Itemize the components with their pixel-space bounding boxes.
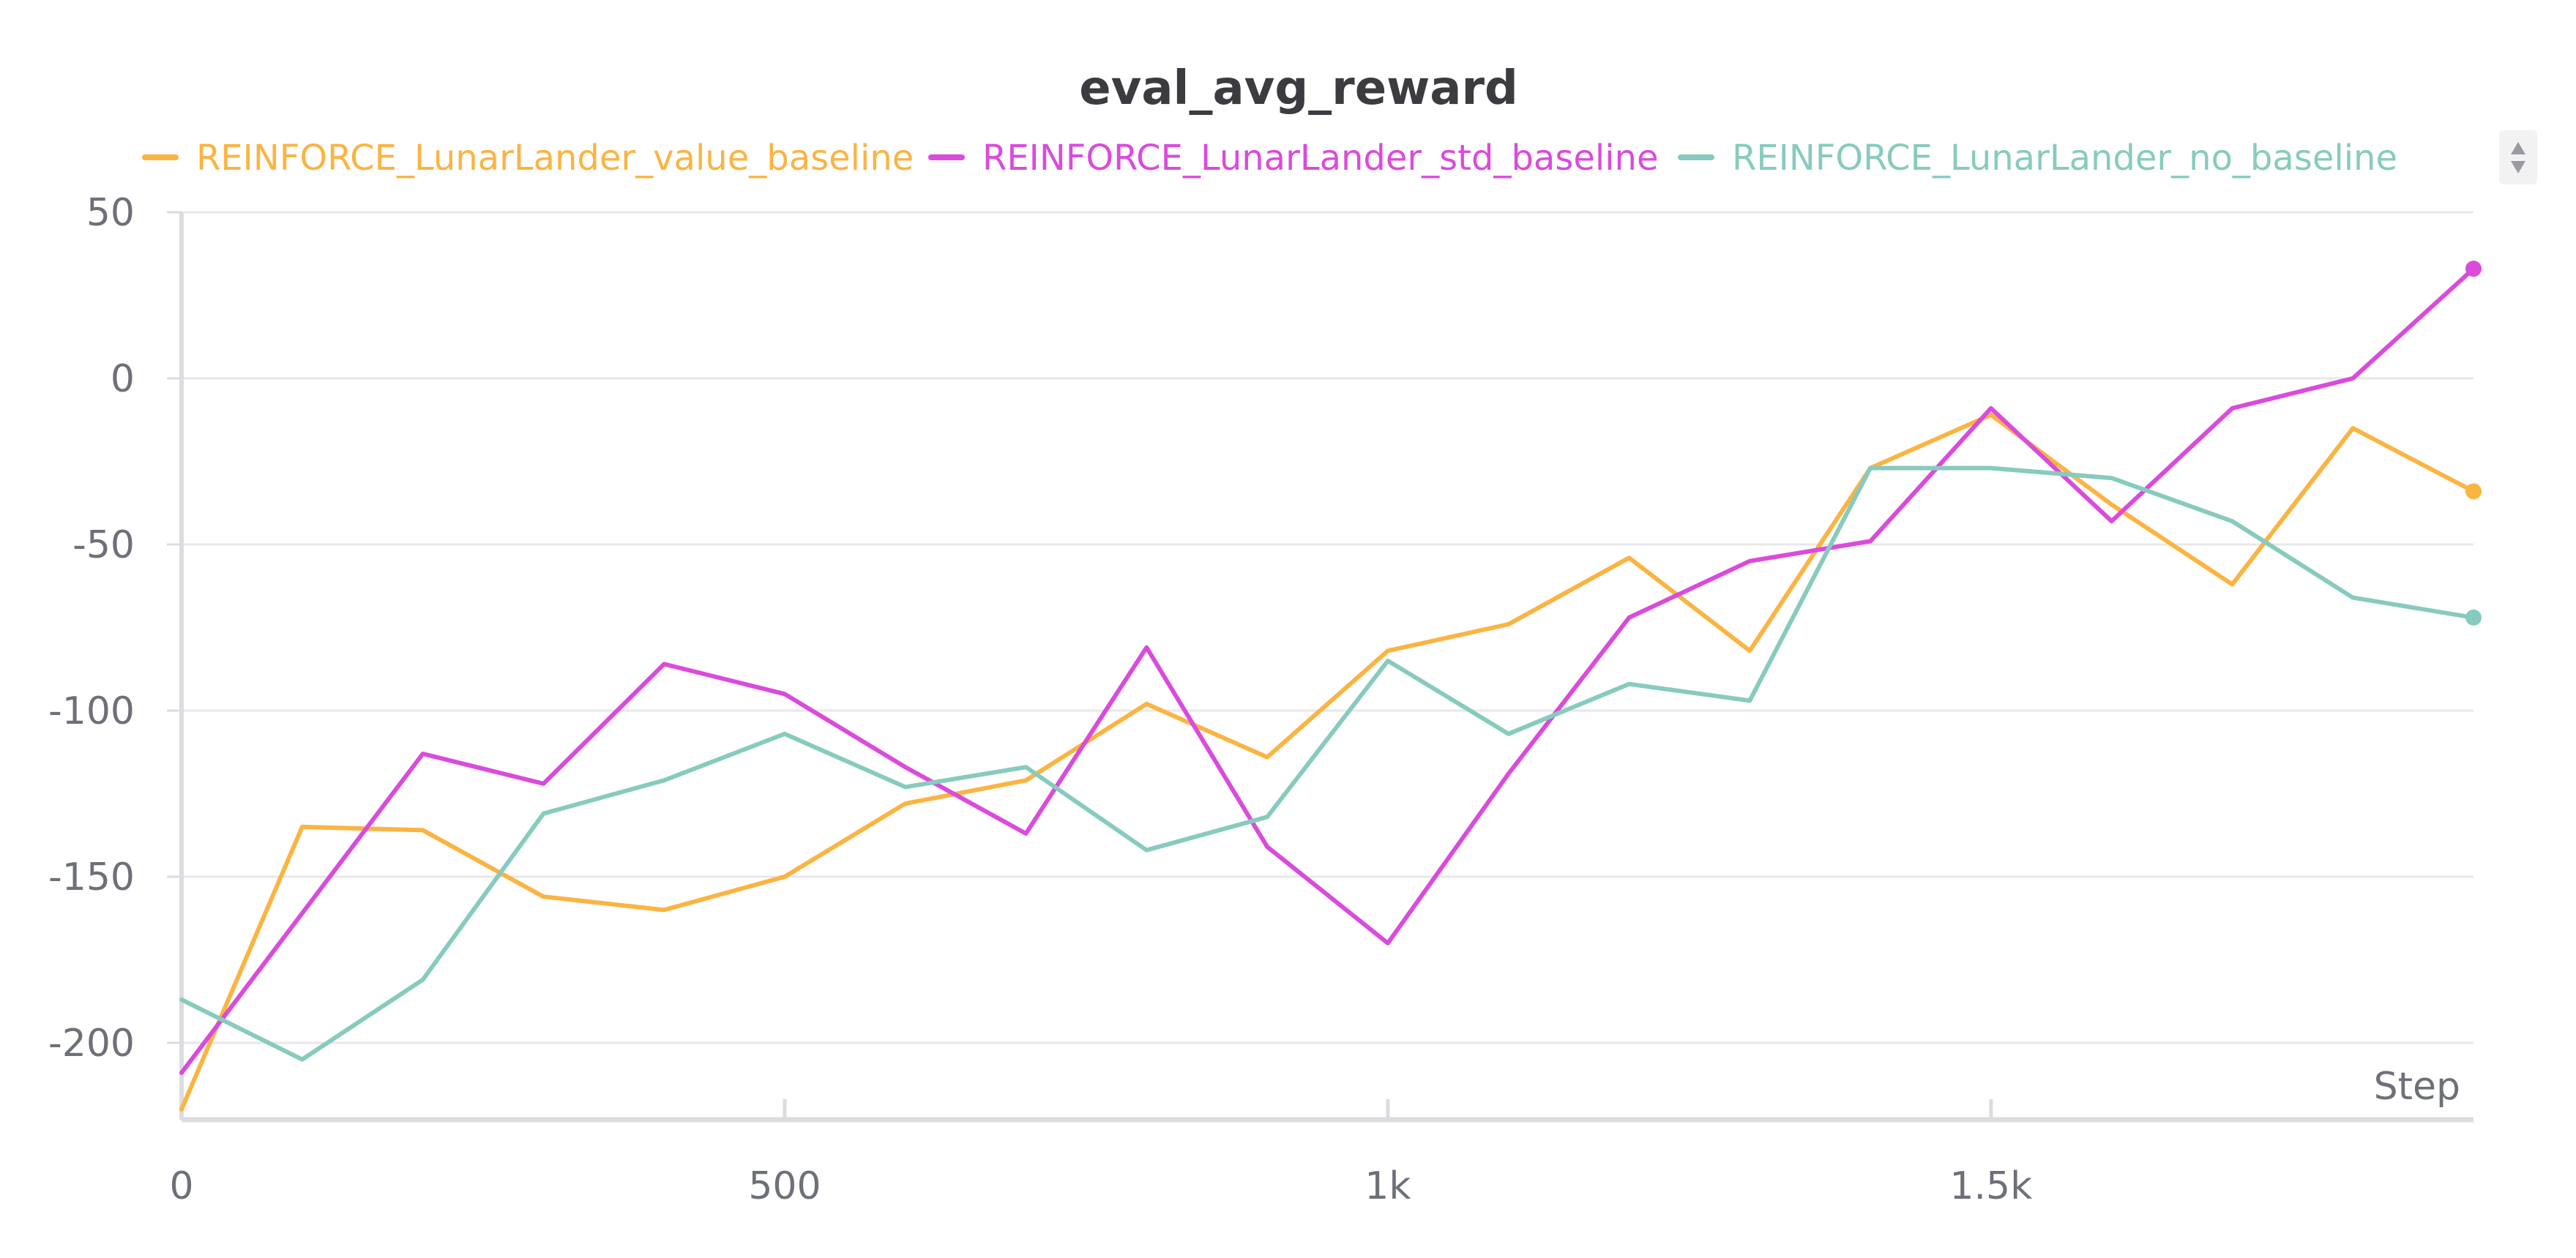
grid (182, 211, 2474, 1044)
y-tick-label: -200 (48, 1022, 135, 1066)
x-tick-label: 1.5k (1949, 1164, 2032, 1208)
series-endpoint (2465, 609, 2482, 626)
y-tick-label: 0 (111, 357, 135, 401)
legend: REINFORCE_LunarLander_value_baseline REIN… (142, 138, 2397, 179)
series-endpoint (2465, 483, 2482, 500)
y-tick-label: -100 (48, 689, 135, 733)
series-line (179, 412, 2476, 1112)
series-endpoint (2465, 261, 2482, 277)
series-line (179, 465, 2476, 1062)
chart-title: eval_avg_reward (1079, 61, 1518, 116)
legend-item[interactable]: REINFORCE_LunarLander_value_baseline (142, 138, 914, 179)
chevron-down-icon[interactable] (2511, 161, 2525, 173)
legend-item[interactable]: REINFORCE_LunarLander_no_baseline (1678, 138, 2397, 179)
x-tick-label: 1k (1364, 1164, 1411, 1208)
legend-item[interactable]: REINFORCE_LunarLander_std_baseline (928, 138, 1658, 179)
x-tick-label: 500 (748, 1164, 821, 1208)
y-tick-label: -150 (48, 855, 135, 899)
legend-label: REINFORCE_LunarLander_no_baseline (1732, 138, 2397, 179)
x-tick-label: 0 (169, 1164, 193, 1208)
legend-label: REINFORCE_LunarLander_std_baseline (982, 138, 1658, 179)
chevron-up-icon[interactable] (2511, 142, 2525, 154)
series-line (179, 266, 2476, 1075)
series-group (179, 261, 2482, 1112)
y-tick-label: -50 (72, 523, 135, 567)
legend-scroll-control[interactable] (2499, 130, 2537, 184)
legend-label: REINFORCE_LunarLander_value_baseline (196, 138, 914, 179)
x-axis-label: Step (2374, 1065, 2460, 1109)
y-tick-label: 50 (86, 191, 135, 235)
legend-scroll-bg[interactable] (2499, 130, 2537, 184)
x-axis: 0 500 1k 1.5k (169, 212, 2474, 1208)
y-axis-ticks: 50 0 -50 -100 -150 -200 (48, 191, 182, 1066)
